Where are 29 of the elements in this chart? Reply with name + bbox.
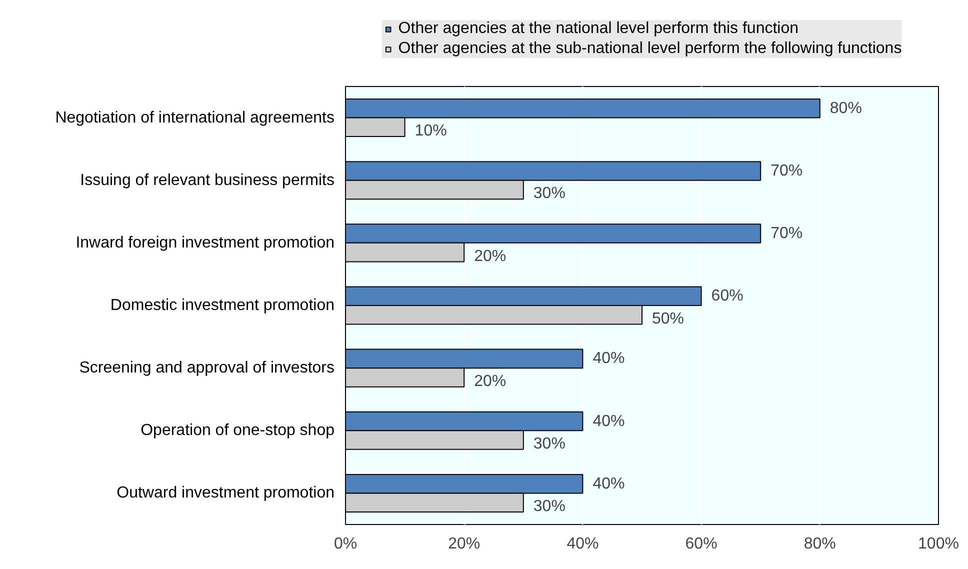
data-label: 10% [414, 122, 447, 140]
y-tick-label: Domestic investment promotion [110, 297, 335, 314]
x-tick-label: 60% [685, 536, 718, 552]
y-tick-label: Outward investment promotion [116, 484, 334, 502]
data-label: 30% [533, 436, 566, 453]
data-label: 40% [592, 412, 625, 430]
x-tick-label: 0% [334, 536, 358, 552]
y-tick-label: Issuing of relevant business permits [80, 172, 334, 189]
data-label: 80% [830, 100, 862, 117]
legend-label: Other agencies at the sub-national level perform the following functions [398, 40, 902, 58]
data-label: 40% [592, 350, 625, 368]
data-label: 70% [770, 162, 803, 180]
y-tick-label: Screening and approval of investors [79, 360, 334, 377]
y-tick-label: Inward foreign investment promotion [76, 234, 334, 252]
y-tick-label: Negotiation of international agreements [55, 109, 335, 126]
data-label: 60% [711, 288, 744, 305]
data-label: 20% [474, 372, 506, 390]
x-tick-label: 100% [918, 536, 959, 552]
data-label: 20% [474, 248, 506, 265]
data-label: 40% [592, 475, 625, 492]
x-tick-label: 40% [566, 536, 599, 552]
data-label: 50% [652, 310, 684, 328]
legend-label: Other agencies at the national level perform this function [398, 20, 799, 38]
data-label: 30% [533, 185, 566, 202]
data-label: 70% [770, 225, 803, 242]
x-tick-label: 80% [804, 536, 836, 552]
y-tick-label: Operation of one-stop shop [140, 422, 335, 440]
data-label: 30% [533, 498, 566, 516]
x-tick-label: 20% [448, 536, 480, 552]
